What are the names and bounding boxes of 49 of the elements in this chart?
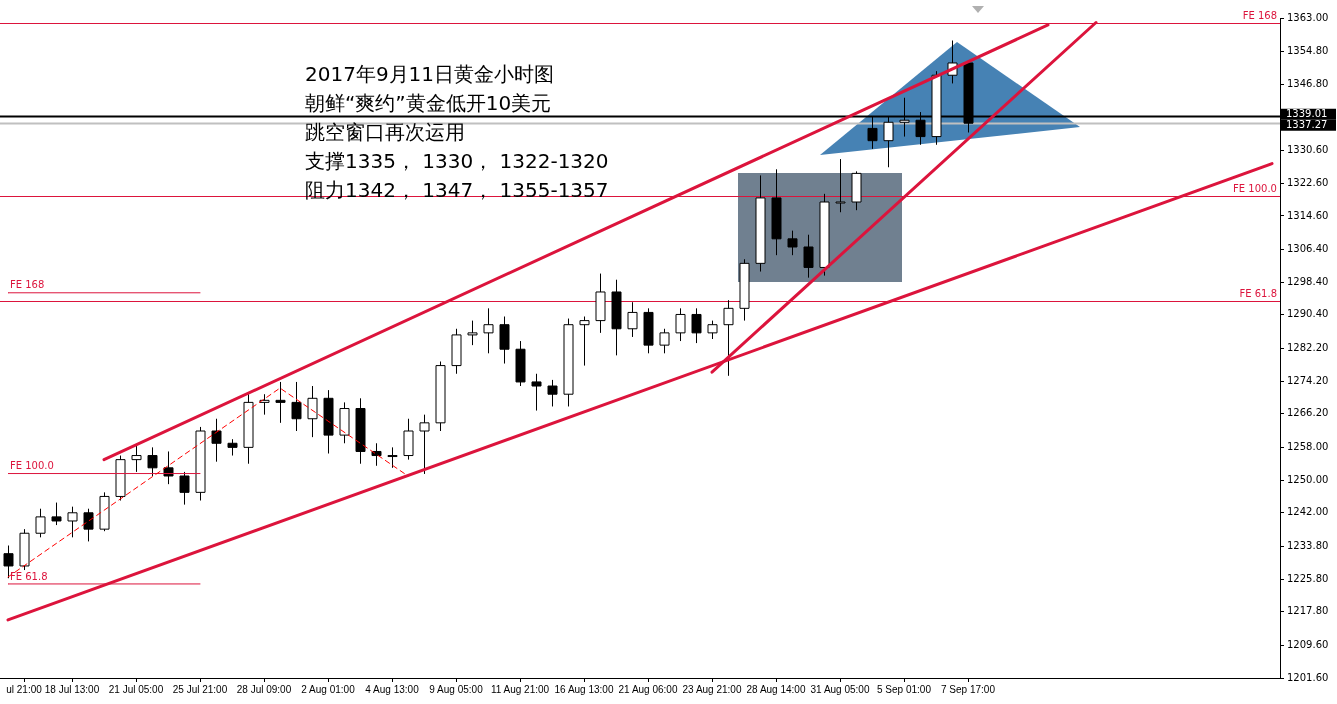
x-tick-label: 31 Aug 05:00 — [810, 683, 870, 695]
y-tick-label: 1274.20 — [1287, 374, 1329, 386]
y-tick-label: 1314.60 — [1287, 209, 1329, 221]
x-tick-label: 25 Jul 21:00 — [172, 683, 228, 695]
x-tick-label: 9 Aug 05:00 — [429, 683, 484, 695]
y-tick-label: 1363.00 — [1287, 11, 1329, 23]
x-tick-label: 16 Aug 13:00 — [554, 683, 614, 695]
x-tick-label: 2 Aug 01:00 — [301, 683, 356, 695]
annotation: 阻力1342， 1347， 1355-1357 — [305, 177, 609, 204]
x-tick-label: 23 Aug 21:00 — [682, 683, 742, 695]
x-tick-label: 4 Aug 13:00 — [365, 683, 420, 695]
x-tick-label: 21 Aug 06:00 — [618, 683, 678, 695]
y-tick-label: 1298.40 — [1287, 275, 1329, 287]
x-tick-label: 18 Jul 13:00 — [44, 683, 100, 695]
x-tick-label: ul 21:00 — [6, 683, 43, 695]
x-tick-label: 28 Aug 14:00 — [746, 683, 806, 695]
x-tick-label: 7 Sep 17:00 — [941, 683, 996, 695]
series-label: FE 100.0 — [10, 460, 54, 472]
y-tick-label: 1322.60 — [1287, 176, 1329, 188]
y-tick-label: 1209.60 — [1287, 638, 1329, 650]
y-tick-label: 1266.20 — [1287, 407, 1329, 419]
series-label: FE 61.8 — [10, 570, 48, 582]
x-tick-label: 5 Sep 01:00 — [877, 683, 932, 695]
y-tick-label: 1225.80 — [1287, 572, 1329, 584]
y-tick-label: 1201.60 — [1287, 671, 1329, 683]
ref-line-label: FE 168 — [1242, 10, 1277, 22]
y-tick-label: 1339.01 — [1286, 107, 1328, 119]
y-tick-label: 1250.00 — [1287, 473, 1329, 485]
y-tick-label: 1306.40 — [1287, 243, 1329, 255]
x-tick-label: 28 Jul 09:00 — [236, 683, 292, 695]
y-tick-label: 1233.80 — [1287, 539, 1329, 551]
y-tick-label: 1258.00 — [1287, 440, 1329, 452]
y-tick-label: 1337.27 — [1286, 118, 1328, 130]
y-tick-label: 1242.00 — [1287, 506, 1329, 518]
ref-line-label: FE 61.8 — [1239, 288, 1277, 300]
annotation: 朝鲜“爽约”黄金低开10美元 — [305, 90, 553, 117]
y-tick-label: 1346.80 — [1287, 77, 1329, 89]
y-tick-label: 1282.20 — [1287, 342, 1329, 353]
ref-line-label: FE 100.0 — [1233, 183, 1277, 195]
x-tick-label: 11 Aug 21:00 — [490, 683, 550, 695]
y-tick-label: 1290.40 — [1287, 308, 1329, 320]
annotation: 跳空窗口再次运用 — [305, 119, 466, 146]
annotation: 支撑1335， 1330， 1322-1320 — [305, 148, 609, 175]
y-tick-label: 1354.80 — [1287, 45, 1329, 57]
x-tick-label: 21 Jul 05:00 — [108, 683, 164, 695]
y-tick-label: 1330.60 — [1287, 144, 1329, 156]
y-tick-label: 1217.80 — [1287, 605, 1329, 617]
series-label: FE 168 — [10, 279, 45, 291]
text: 2017年9月11日黄金小时图 — [305, 61, 556, 88]
